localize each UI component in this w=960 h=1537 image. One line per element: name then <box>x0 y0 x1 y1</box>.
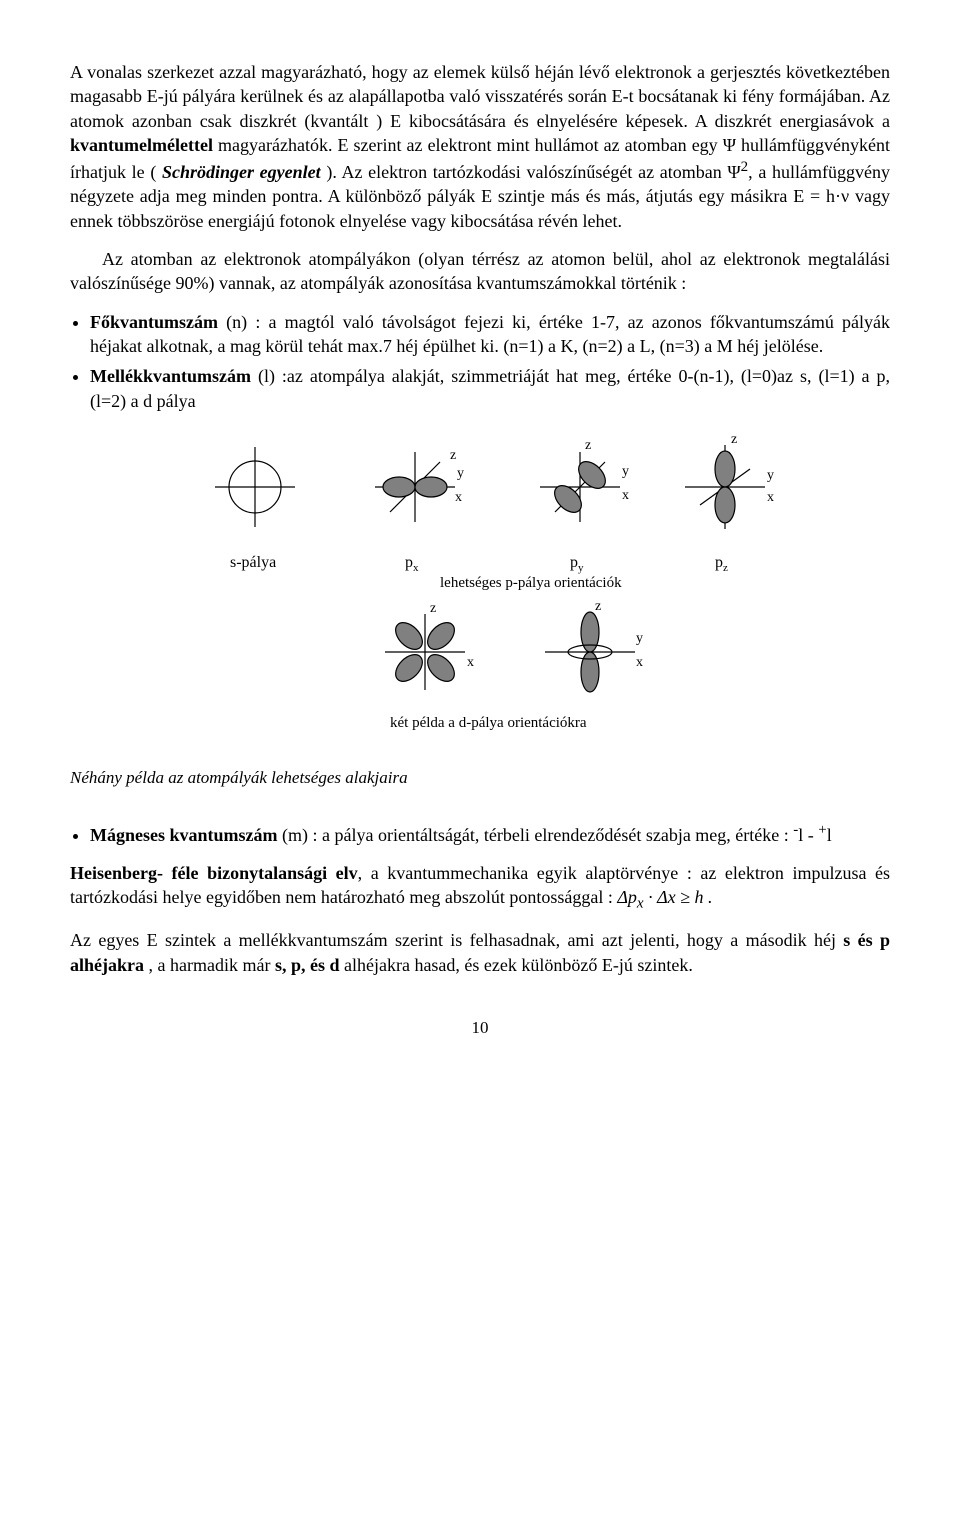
b1-bold: Főkvantumszám <box>90 312 218 332</box>
b3-l2: l <box>827 825 832 845</box>
svg-text:y: y <box>622 464 629 479</box>
bullet-magneses: Mágneses kvantumszám (m) : a pálya orien… <box>90 820 890 847</box>
svg-text:x: x <box>636 655 643 670</box>
paragraph-2: Az atomban az elektronok atompályákon (o… <box>70 247 890 296</box>
svg-text:y: y <box>767 468 774 483</box>
svg-text:x: x <box>467 655 474 670</box>
bullet-mellekkvantumszam: Mellékkvantumszám (l) :az atompálya alak… <box>90 364 890 413</box>
svg-text:x: x <box>455 490 462 505</box>
svg-text:y: y <box>457 466 464 481</box>
b3-bold: Mágneses kvantumszám <box>90 825 278 845</box>
b3-text: (m) : a pálya orientáltságát, térbeli el… <box>278 825 794 845</box>
p2-text: Az atomban az elektronok atompályákon (o… <box>70 249 890 293</box>
svg-text:x: x <box>767 490 774 505</box>
svg-text:px: px <box>405 554 419 574</box>
orbital-figure: z y x z y x z y x s-pálya px <box>70 427 890 757</box>
svg-text:py: py <box>570 554 584 574</box>
p1-text-a: A vonalas szerkezet azzal magyarázható, … <box>70 62 890 131</box>
bullet-fokvantumszam: Főkvantumszám (n) : a magtól való távols… <box>90 310 890 359</box>
svg-text:s-pálya: s-pálya <box>230 554 276 571</box>
svg-text:y: y <box>636 631 643 646</box>
paragraph-1: A vonalas szerkezet azzal magyarázható, … <box>70 60 890 233</box>
quantum-number-list: Főkvantumszám (n) : a magtól való távols… <box>70 310 890 413</box>
svg-text:z: z <box>450 448 456 463</box>
heis-eq: Δpx · Δx ≥ h . <box>617 887 712 907</box>
svg-text:két példa a d-pálya orientáció: két példa a d-pálya orientációkra <box>390 715 587 731</box>
last-m: , a harmadik már <box>149 955 275 975</box>
svg-text:z: z <box>595 599 601 614</box>
svg-text:z: z <box>430 601 436 616</box>
quantum-number-list-2: Mágneses kvantumszám (m) : a pálya orien… <box>70 820 890 847</box>
p1-italic: Schrödinger egyenlet <box>162 162 321 182</box>
p1-bold-kvantum: kvantumelmélettel <box>70 135 213 155</box>
heis-bold: Heisenberg- féle bizonytalansági elv <box>70 863 358 883</box>
page-number: 10 <box>70 1017 890 1040</box>
last-paragraph: Az egyes E szintek a mellékkvantumszám s… <box>70 928 890 977</box>
b3-l1: l - <box>798 825 818 845</box>
last-a: Az egyes E szintek a mellékkvantumszám s… <box>70 930 843 950</box>
last-b2: s, p, és d <box>275 955 340 975</box>
svg-text:z: z <box>585 438 591 453</box>
svg-text:lehetséges p-pálya orientációk: lehetséges p-pálya orientációk <box>440 575 622 591</box>
p1-text-after: ). Az elektron tartózkodási valószínűség… <box>326 162 740 182</box>
svg-text:x: x <box>622 488 629 503</box>
heisenberg-paragraph: Heisenberg- féle bizonytalansági elv, a … <box>70 861 890 914</box>
figure-caption: Néhány példa az atompályák lehetséges al… <box>70 767 890 790</box>
svg-text:z: z <box>731 432 737 447</box>
svg-text:pz: pz <box>715 554 728 574</box>
last-end: alhéjakra hasad, és ezek különböző E-jú … <box>344 955 693 975</box>
b2-bold: Mellékkvantumszám <box>90 366 251 386</box>
b3-sup2: + <box>818 822 826 838</box>
